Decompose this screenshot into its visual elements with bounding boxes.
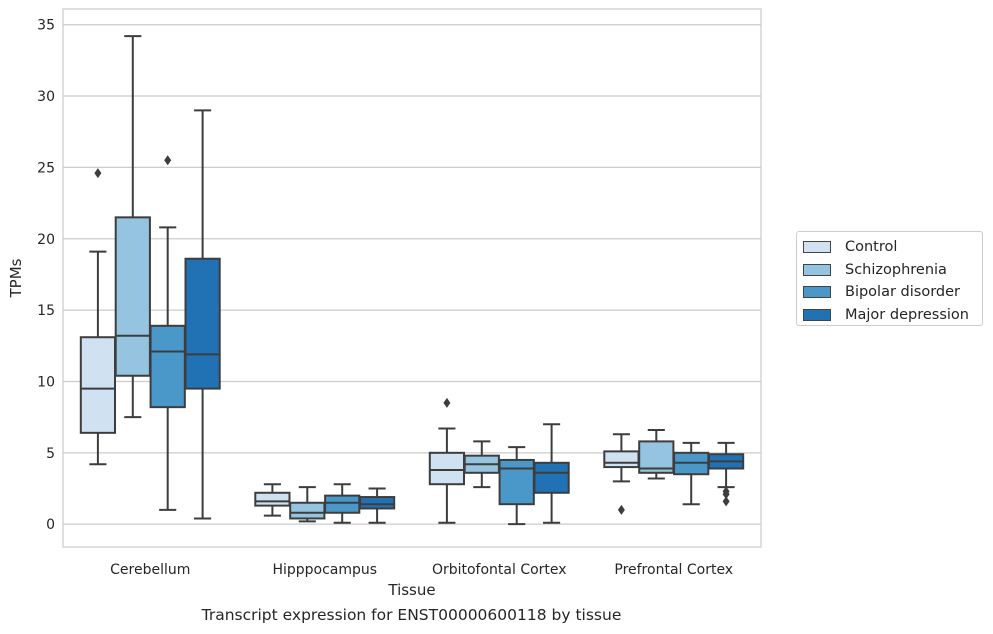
box-iqr	[184, 257, 221, 390]
box-major-depression-1	[358, 487, 396, 524]
box-iqr	[428, 451, 466, 486]
box-schizophrenia-2	[463, 440, 500, 489]
box-schizophrenia-1	[289, 486, 326, 523]
outlier-marker	[164, 155, 172, 166]
box-bipolar-disorder-2	[498, 446, 535, 526]
box-bipolar-disorder-1	[324, 483, 361, 524]
box-bipolar-disorder-3	[673, 441, 710, 506]
outlier-marker	[94, 168, 102, 179]
legend-label: Bipolar disorder	[845, 284, 960, 301]
box-control-2	[428, 397, 466, 524]
outlier-marker	[443, 397, 451, 408]
y-tick-label: 25	[37, 160, 55, 176]
box-iqr	[498, 458, 535, 506]
box-iqr	[289, 501, 326, 520]
box-iqr	[149, 324, 186, 409]
x-tick-label: Hipppocampus	[272, 562, 377, 578]
outlier-marker	[722, 496, 730, 507]
outlier-marker	[617, 504, 625, 515]
figure-caption: Transcript expression for ENST0000060011…	[201, 606, 622, 624]
box-major-depression-0	[184, 109, 221, 520]
box-iqr	[254, 491, 291, 507]
box-control-3	[603, 433, 640, 515]
box-iqr	[79, 336, 117, 434]
box-schizophrenia-0	[114, 35, 151, 419]
legend-swatch	[803, 308, 831, 321]
box-bipolar-disorder-0	[149, 155, 186, 511]
y-tick-label: 15	[37, 303, 55, 319]
legend-label: Major depression	[845, 306, 969, 323]
x-tick-label: Prefrontal Cortex	[614, 562, 733, 578]
legend-item: Schizophrenia	[803, 259, 982, 282]
x-tick-label: Orbitofontal Cortex	[432, 562, 567, 578]
y-tick-label: 20	[37, 232, 55, 248]
box-iqr	[324, 494, 361, 514]
box-iqr	[358, 496, 396, 510]
boxes	[79, 35, 745, 526]
legend-item: Bipolar disorder	[803, 281, 982, 304]
outlier-marker	[722, 486, 730, 497]
legend-label: Schizophrenia	[845, 261, 947, 278]
y-tick-labels: 0 5 10 15 20 25 30 35	[37, 18, 55, 533]
y-tick-label: 30	[37, 89, 55, 105]
legend-swatch	[803, 286, 831, 299]
x-tick-label: Cerebellum	[110, 562, 190, 578]
y-tick-label: 0	[46, 517, 55, 533]
box-major-depression-3	[707, 441, 745, 507]
box-control-0	[79, 168, 117, 466]
y-tick-label: 5	[46, 446, 55, 462]
box-iqr	[533, 461, 570, 494]
y-axis-label: TPMs	[7, 258, 25, 298]
y-tick-label: 10	[37, 374, 55, 390]
x-tick-labels: Cerebellum Hipppocampus Orbitofontal Corte…	[110, 562, 733, 578]
x-axis-label: Tissue	[387, 581, 435, 599]
legend-item: Major depression	[803, 304, 982, 327]
box-major-depression-2	[533, 423, 570, 524]
box-schizophrenia-3	[638, 428, 675, 480]
legend-swatch	[803, 263, 831, 276]
legend-label: Control	[845, 239, 898, 256]
legend: Control Schizophrenia Bipolar disorder Majo…	[796, 231, 983, 326]
box-iqr	[603, 450, 640, 469]
y-tick-label: 35	[37, 18, 55, 34]
legend-swatch	[803, 241, 831, 254]
box-control-1	[254, 483, 291, 517]
legend-item: Control	[803, 236, 982, 259]
plot-frame	[62, 8, 762, 548]
box-iqr	[114, 216, 151, 377]
